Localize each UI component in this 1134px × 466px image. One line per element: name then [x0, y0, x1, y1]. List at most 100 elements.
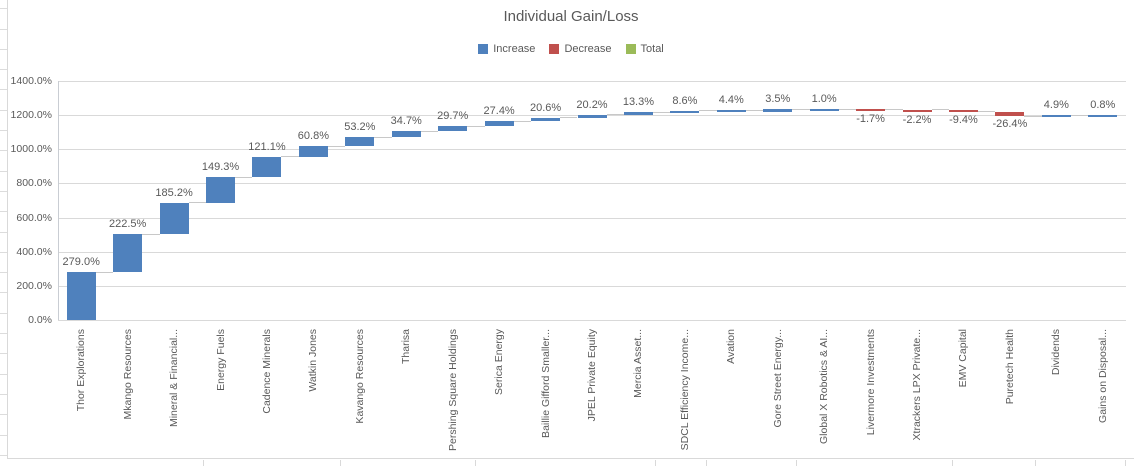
decrease-swatch-icon	[549, 44, 560, 54]
bar-increase[interactable]	[809, 109, 839, 112]
y-axis-tick-label: 1400.0%	[10, 75, 52, 87]
worksheet-column-gridline	[203, 460, 204, 466]
bar-increase[interactable]	[484, 121, 514, 127]
waterfall-connector	[281, 156, 299, 158]
bar-increase[interactable]	[763, 109, 793, 112]
worksheet-column-gridline	[1125, 460, 1126, 466]
y-axis-line	[58, 81, 59, 320]
bar-increase[interactable]	[716, 110, 746, 113]
category-label: JPEL Private Equity	[586, 329, 598, 422]
waterfall-connector	[1024, 115, 1042, 117]
worksheet-column-gridline	[340, 460, 341, 466]
worksheet-row-gridline	[0, 272, 7, 274]
waterfall-connector	[513, 120, 532, 122]
category-label: Pershing Square Holdings	[446, 329, 459, 451]
gridline	[58, 251, 1126, 253]
bar-value-label: -26.4%	[992, 118, 1028, 131]
waterfall-connector	[1070, 114, 1089, 116]
bar-increase[interactable]	[159, 202, 189, 235]
worksheet-column-gridline	[706, 460, 707, 466]
bar-value-label: 222.5%	[108, 218, 147, 231]
legend-label-decrease: Decrease	[564, 43, 612, 55]
legend-item-increase[interactable]: Increase	[478, 43, 535, 55]
bar-increase[interactable]	[298, 146, 328, 157]
waterfall-connector	[420, 130, 439, 132]
waterfall-connector	[560, 117, 578, 119]
y-axis-tick-label: 600.0%	[16, 211, 52, 224]
worksheet-column-gridline	[796, 460, 797, 466]
bar-decrease[interactable]	[856, 109, 886, 112]
total-swatch-icon	[625, 44, 636, 54]
y-axis-tick-label: 1000.0%	[10, 143, 52, 156]
y-axis-tick-label: 200.0%	[16, 279, 52, 292]
waterfall-connector	[885, 109, 903, 111]
category-label: Mercia Asset...	[632, 329, 645, 398]
worksheet-row-gridline	[0, 251, 7, 253]
gridline	[58, 149, 1126, 151]
bar-increase[interactable]	[113, 234, 143, 273]
gridline	[58, 217, 1126, 219]
category-label: Avation	[725, 329, 738, 364]
waterfall-connector	[838, 108, 857, 110]
bar-value-label: 3.5%	[765, 93, 791, 106]
worksheet-row-gridline	[0, 28, 7, 30]
waterfall-connector	[95, 271, 114, 273]
bar-value-label: 20.2%	[576, 98, 608, 111]
waterfall-connector	[745, 109, 764, 111]
bar-increase[interactable]	[577, 114, 607, 118]
waterfall-connector	[235, 176, 253, 178]
bar-value-label: 185.2%	[155, 186, 193, 199]
category-label: Baillie Gifford Smaller...	[539, 329, 552, 438]
bar-increase[interactable]	[1088, 115, 1118, 118]
bar-value-label: -1.7%	[856, 113, 885, 126]
bar-value-label: 1.0%	[811, 93, 837, 106]
bar-decrease[interactable]	[948, 109, 978, 113]
bar-decrease[interactable]	[902, 109, 932, 112]
bar-increase[interactable]	[1041, 115, 1071, 118]
y-axis-tick-label: 1200.0%	[10, 109, 52, 122]
bar-increase[interactable]	[531, 117, 561, 122]
waterfall-connector	[467, 125, 485, 127]
worksheet-row-gridline	[0, 190, 7, 192]
waterfall-connector	[699, 110, 717, 112]
gridline	[58, 183, 1126, 185]
bar-increase[interactable]	[345, 137, 375, 147]
worksheet-column-gridline	[655, 460, 656, 466]
bar-increase[interactable]	[206, 177, 236, 203]
category-label: Livermore Investments	[864, 329, 877, 436]
legend-item-total[interactable]: Total	[625, 43, 664, 55]
worksheet-row-gridline	[0, 69, 7, 71]
legend-item-decrease[interactable]: Decrease	[549, 43, 612, 55]
increase-swatch-icon	[478, 44, 489, 54]
category-label: Thor Explorations	[75, 329, 88, 412]
category-label: Cadence Minerals	[260, 329, 273, 414]
bar-increase[interactable]	[438, 126, 468, 132]
chart-legend: Increase Decrease Total	[8, 43, 1134, 55]
category-label: Serica Energy	[493, 329, 506, 395]
category-label: Tharisa	[400, 329, 413, 365]
chart-object[interactable]: Individual Gain/Loss Increase Decrease T…	[7, 0, 1134, 459]
bar-increase[interactable]	[252, 156, 282, 178]
worksheet-column-gridline	[1035, 460, 1036, 466]
worksheet-row-gridline	[0, 292, 7, 294]
y-axis-tick-label: 0.0%	[28, 314, 52, 326]
waterfall-connector	[977, 111, 996, 113]
legend-label-increase: Increase	[493, 43, 536, 55]
bar-decrease[interactable]	[995, 111, 1025, 117]
category-label: Dividends	[1050, 329, 1063, 376]
bar-value-label: 4.9%	[1043, 99, 1069, 112]
worksheet-row-gridline	[0, 211, 7, 213]
worksheet-row-gridline	[0, 333, 7, 334]
worksheet-column-gridline	[952, 460, 953, 466]
waterfall-connector	[931, 109, 949, 111]
bar-increase[interactable]	[66, 272, 96, 320]
y-axis-tick-label: 400.0%	[16, 245, 52, 258]
waterfall-connector	[792, 108, 810, 110]
bar-increase[interactable]	[391, 131, 421, 138]
bar-increase[interactable]	[670, 110, 700, 113]
gridline	[58, 81, 1126, 82]
chart-title: Individual Gain/Loss	[503, 8, 639, 25]
bar-increase[interactable]	[623, 112, 653, 115]
legend-label-total: Total	[640, 43, 664, 55]
worksheet-row-gridline	[0, 353, 7, 355]
